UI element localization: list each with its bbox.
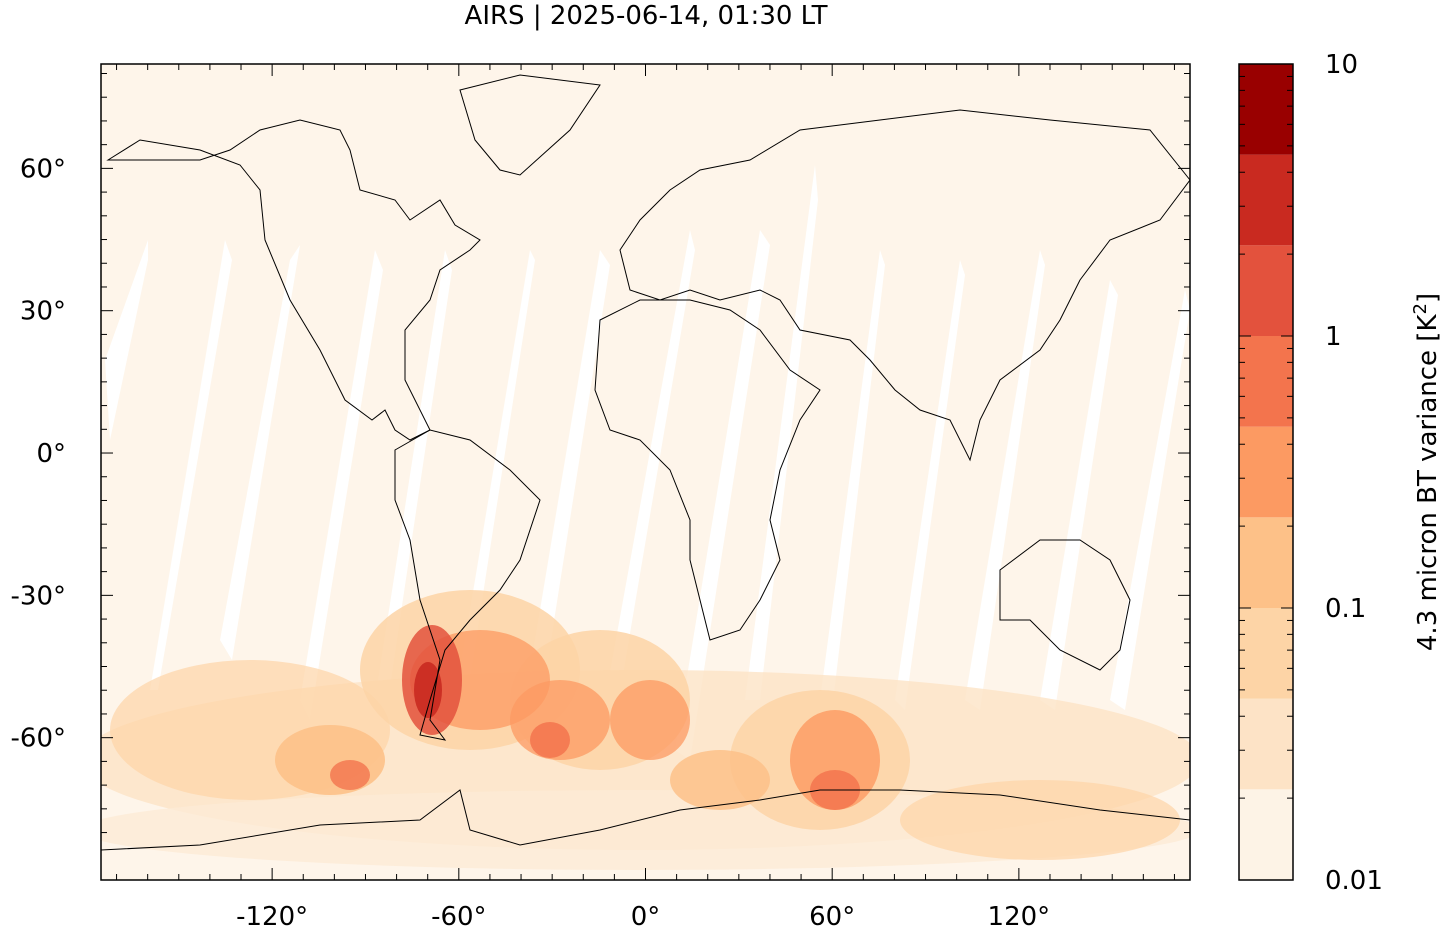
lon-tick-label: 0° [631, 902, 661, 930]
coastline-australia [999, 539, 1131, 671]
orbit-gap [745, 165, 818, 700]
lat-tick-label: -30° [11, 581, 66, 611]
lat-tick-label: 60° [20, 154, 66, 184]
lat-tick-label: 0° [36, 439, 66, 469]
orbit-gap [375, 250, 452, 720]
colorbar-frame [1238, 63, 1294, 881]
variance-blob [330, 760, 370, 790]
coastline-south-america [394, 429, 541, 741]
colorbar-band [1239, 154, 1293, 246]
colorbar-band [1239, 517, 1293, 608]
orbit-gap [605, 230, 695, 710]
variance-field [101, 74, 1190, 870]
orbit-gap [965, 250, 1045, 710]
variance-blob [530, 722, 570, 758]
figure-title: AIRS | 2025-06-14, 01:30 LT [465, 1, 828, 31]
colorbar-ticks [1239, 75, 1293, 881]
orbit-gap [220, 245, 300, 660]
coastline-greenland [459, 74, 601, 176]
variance-blobs [101, 590, 1190, 870]
map-panel: -120° -60° 0° 60° 120° 60° 30° 0° -30° -60° [11, 63, 1191, 930]
colorbar-band [1239, 698, 1293, 790]
lon-tick-labels: -120° -60° 0° 60° 120° [236, 902, 1050, 930]
colorbar-tick-label: 0.01 [1325, 866, 1383, 896]
variance-blob [900, 780, 1180, 860]
coastline-eurasia [619, 109, 1190, 462]
colorbar-label: 4.3 micron BT variance [K2] [1410, 293, 1442, 651]
lat-tick-label: -60° [11, 724, 66, 754]
orbit-gap [525, 250, 610, 710]
lat-tick-label: 30° [20, 297, 66, 327]
orbit-gap [1040, 280, 1118, 710]
colorbar-tick-label: 0.1 [1325, 594, 1366, 624]
lon-tick-label: -60° [431, 902, 486, 930]
colorbar-tick-label: 10 [1325, 50, 1358, 80]
variance-blob [414, 662, 442, 718]
colorbar-bands [1239, 64, 1293, 880]
map-ticks [101, 64, 1190, 880]
colorbar-band [1239, 789, 1293, 880]
coastline-africa [594, 299, 821, 641]
colorbar-tick-labels: 10 1 0.1 0.01 [1325, 50, 1383, 896]
lon-tick-label: -120° [236, 902, 308, 930]
colorbar-band [1239, 245, 1293, 336]
lon-tick-label: 60° [809, 902, 855, 930]
orbit-gap [675, 230, 770, 760]
colorbar-band [1239, 608, 1293, 699]
lat-tick-labels: 60° 30° 0° -30° -60° [11, 154, 66, 753]
coastline-north-america [106, 119, 481, 441]
orbit-gap [820, 250, 885, 710]
orbit-gap [1110, 290, 1190, 710]
variance-blob [610, 680, 690, 760]
colorbar-tick-label: 1 [1325, 322, 1342, 352]
variance-blob [670, 750, 770, 810]
colorbar-band [1239, 64, 1293, 155]
variance-blob [275, 725, 385, 795]
orbit-gap [105, 240, 148, 440]
orbit-gap [895, 260, 965, 710]
coastlines [101, 74, 1190, 851]
orbit-gap [150, 240, 232, 690]
colorbar: 10 1 0.1 0.01 4.3 micron BT variance [K2] [1238, 50, 1442, 896]
colorbar-band [1239, 336, 1293, 427]
orbit-gap [300, 250, 383, 720]
colorbar-band [1239, 426, 1293, 518]
coastline-antarctica [101, 789, 1190, 851]
orbit-gaps [105, 165, 1190, 760]
lon-tick-label: 120° [988, 902, 1051, 930]
